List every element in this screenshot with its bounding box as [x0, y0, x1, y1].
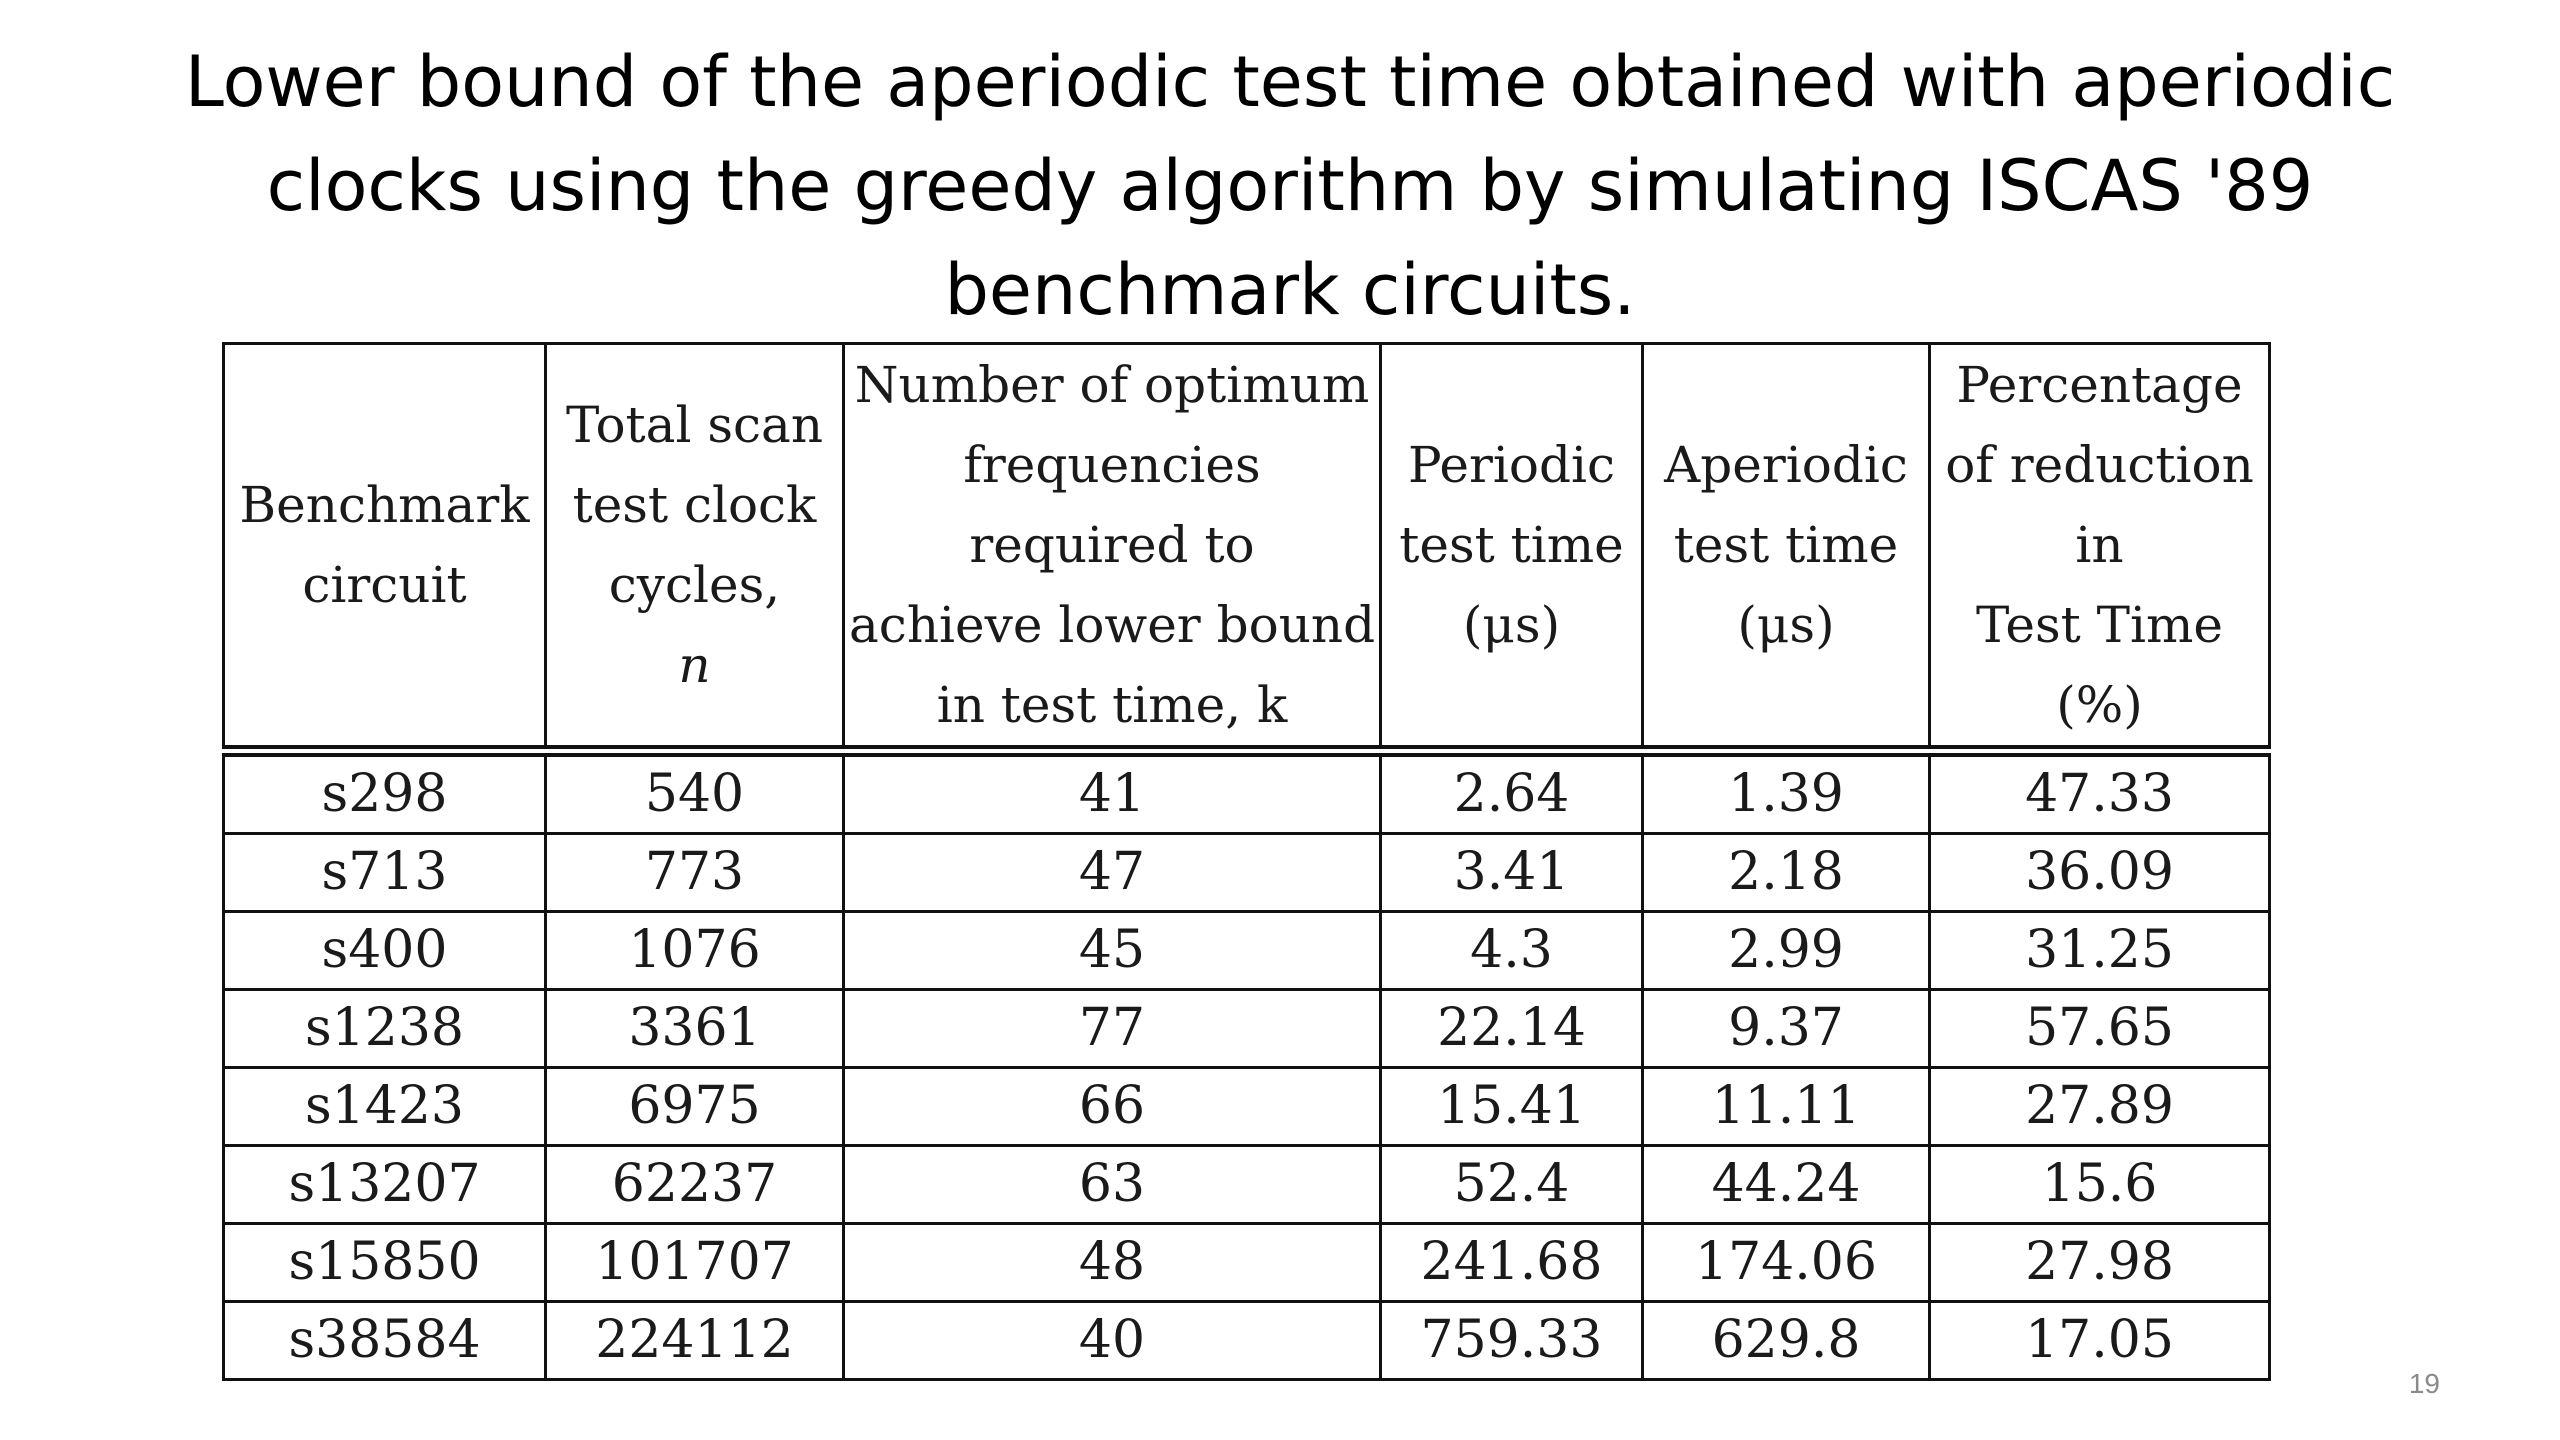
cell-periodic-time: 4.3	[1379, 910, 1644, 991]
cell-periodic-time: 241.68	[1379, 1222, 1644, 1303]
cell-aperiodic-time: 11.11	[1641, 1066, 1931, 1147]
cell-aperiodic-time: 1.39	[1641, 745, 1931, 835]
cell-reduction-percent: 31.25	[1928, 910, 2271, 991]
header-aperiodic-test-time: Aperiodic test time (μs)	[1641, 342, 1931, 753]
cell-reduction-percent: 27.98	[1928, 1222, 2271, 1303]
table-row: s713 773 47 3.41 2.18 36.09	[222, 832, 2271, 913]
cell-periodic-time: 15.41	[1379, 1066, 1644, 1147]
header-line: Aperiodic	[1664, 436, 1908, 494]
cell-aperiodic-time: 9.37	[1641, 988, 1931, 1069]
cell-reduction-percent: 57.65	[1928, 988, 2271, 1069]
cell-aperiodic-time: 629.8	[1641, 1300, 1931, 1381]
header-line: in	[2075, 516, 2124, 574]
header-symbol-n: n	[678, 636, 711, 694]
header-line: circuit	[302, 556, 467, 614]
header-line: (μs)	[1737, 596, 1835, 654]
cell-periodic-time: 2.64	[1379, 745, 1644, 835]
cell-reduction-percent: 47.33	[1928, 745, 2271, 835]
cell-optimum-frequencies: 47	[842, 832, 1382, 913]
cell-aperiodic-time: 2.99	[1641, 910, 1931, 991]
table-row: s400 1076 45 4.3 2.99 31.25	[222, 910, 2271, 991]
header-line: Periodic	[1408, 436, 1615, 494]
header-line: (μs)	[1462, 596, 1561, 654]
header-line: Number of optimum	[854, 356, 1370, 414]
header-line: required to	[969, 516, 1255, 574]
cell-aperiodic-time: 44.24	[1641, 1144, 1931, 1225]
table-row: s38584 224112 40 759.33 629.8 17.05	[222, 1300, 2271, 1381]
cell-reduction-percent: 15.6	[1928, 1144, 2271, 1225]
results-table: Benchmark circuit Total scan test clock …	[222, 342, 2271, 1381]
header-line: cycles,	[608, 556, 781, 614]
table-row: s298 540 41 2.64 1.39 47.33	[222, 745, 2271, 835]
cell-periodic-time: 759.33	[1379, 1300, 1644, 1381]
cell-benchmark: s13207	[222, 1144, 547, 1225]
cell-scan-cycles: 540	[544, 745, 845, 835]
cell-benchmark: s713	[222, 832, 547, 913]
header-periodic-test-time: Periodic test time (μs)	[1379, 342, 1644, 753]
cell-scan-cycles: 773	[544, 832, 845, 913]
cell-benchmark: s15850	[222, 1222, 547, 1303]
header-line: achieve lower bound	[849, 596, 1376, 654]
header-line: (%)	[2056, 676, 2143, 734]
cell-benchmark: s1423	[222, 1066, 547, 1147]
cell-aperiodic-time: 2.18	[1641, 832, 1931, 913]
cell-optimum-frequencies: 48	[842, 1222, 1382, 1303]
cell-periodic-time: 52.4	[1379, 1144, 1644, 1225]
cell-aperiodic-time: 174.06	[1641, 1222, 1931, 1303]
cell-optimum-frequencies: 63	[842, 1144, 1382, 1225]
header-line: of reduction	[1945, 436, 2254, 494]
cell-reduction-percent: 27.89	[1928, 1066, 2271, 1147]
header-line: Percentage	[1956, 356, 2243, 414]
slide-number: 19	[2408, 1368, 2440, 1399]
cell-benchmark: s1238	[222, 988, 547, 1069]
cell-optimum-frequencies: 66	[842, 1066, 1382, 1147]
header-line: frequencies	[963, 436, 1261, 494]
table-header: Benchmark circuit Total scan test clock …	[222, 342, 2271, 753]
header-percentage-reduction: Percentage of reduction in Test Time (%)	[1928, 342, 2271, 753]
cell-optimum-frequencies: 40	[842, 1300, 1382, 1381]
header-benchmark-circuit: Benchmark circuit	[222, 342, 547, 753]
table-body: s298 540 41 2.64 1.39 47.33 s713 773 47 …	[222, 745, 2271, 1381]
header-line: test time	[1673, 516, 1899, 574]
table-row: s13207 62237 63 52.4 44.24 15.6	[222, 1144, 2271, 1225]
cell-reduction-percent: 17.05	[1928, 1300, 2271, 1381]
cell-benchmark: s38584	[222, 1300, 547, 1381]
table-row: s15850 101707 48 241.68 174.06 27.98	[222, 1222, 2271, 1303]
cell-optimum-frequencies: 45	[842, 910, 1382, 991]
cell-benchmark: s298	[222, 745, 547, 835]
cell-scan-cycles: 101707	[544, 1222, 845, 1303]
header-row: Benchmark circuit Total scan test clock …	[222, 342, 2271, 753]
header-line: n	[551, 625, 838, 705]
slide-title: Lower bound of the aperiodic test time o…	[184, 41, 2396, 331]
header-line: Benchmark	[239, 476, 530, 534]
cell-scan-cycles: 6975	[544, 1066, 845, 1147]
cell-scan-cycles: 3361	[544, 988, 845, 1069]
header-line: Total scan	[565, 396, 824, 454]
cell-scan-cycles: 224112	[544, 1300, 845, 1381]
header-line: test clock	[572, 476, 817, 534]
cell-optimum-frequencies: 77	[842, 988, 1382, 1069]
cell-periodic-time: 22.14	[1379, 988, 1644, 1069]
header-total-scan-cycles: Total scan test clock cycles, n	[544, 342, 845, 753]
header-line: test time	[1399, 516, 1624, 574]
table-row: s1423 6975 66 15.41 11.11 27.89	[222, 1066, 2271, 1147]
table-row: s1238 3361 77 22.14 9.37 57.65	[222, 988, 2271, 1069]
cell-benchmark: s400	[222, 910, 547, 991]
cell-reduction-percent: 36.09	[1928, 832, 2271, 913]
header-line: Test Time	[1975, 596, 2224, 654]
cell-scan-cycles: 1076	[544, 910, 845, 991]
cell-optimum-frequencies: 41	[842, 745, 1382, 835]
cell-scan-cycles: 62237	[544, 1144, 845, 1225]
header-line: in test time, k	[936, 676, 1288, 734]
cell-periodic-time: 3.41	[1379, 832, 1644, 913]
header-optimum-frequencies: Number of optimum frequencies required t…	[842, 342, 1382, 753]
results-table-container: Benchmark circuit Total scan test clock …	[222, 342, 2271, 1381]
